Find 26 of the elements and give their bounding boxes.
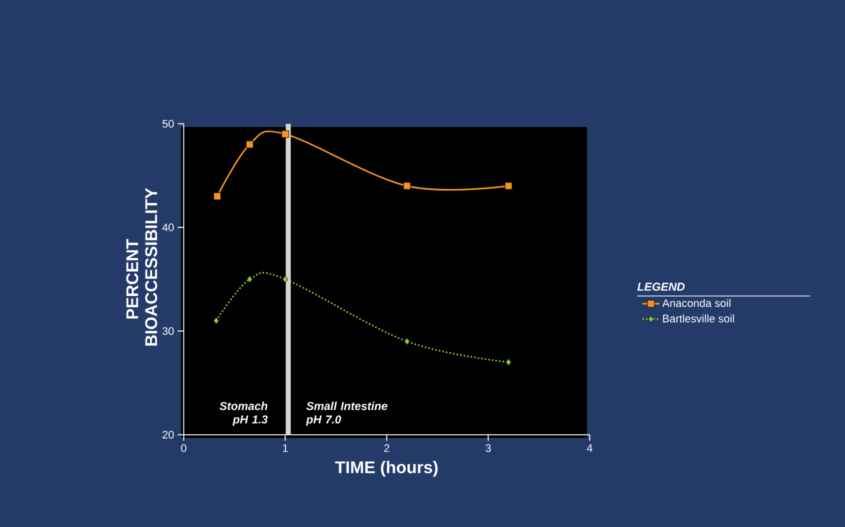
y-tick-label: 20 (162, 430, 174, 439)
y-axis-title: PERCENT BIOACCESSIBILITY (126, 188, 158, 346)
y-tick-label: 30 (162, 327, 174, 335)
point (281, 130, 289, 138)
x-axis-title: TIME (hours) (335, 460, 438, 477)
point (282, 275, 288, 283)
x-tick-label: 0 (181, 444, 186, 452)
point (404, 338, 410, 346)
y-tick-label: 40 (162, 224, 174, 232)
x-tick-label: 1 (283, 444, 288, 452)
y-tick-label: 50 (162, 120, 174, 128)
legend-label: Anaconda soil (662, 298, 730, 308)
point (504, 182, 512, 190)
point (213, 316, 220, 324)
legend-title: LEGEND (637, 282, 685, 291)
x-tick-label: 3 (486, 444, 491, 452)
point (506, 358, 512, 366)
point (213, 192, 221, 200)
point (246, 275, 253, 283)
x-tick-label: 4 (586, 444, 592, 452)
annotation: Stomach pH 1.3 (220, 402, 268, 426)
legend-label: Bartlesville soil (663, 314, 734, 322)
point (246, 140, 254, 148)
annotation: Small Intestine pH 7.0 (306, 402, 388, 426)
x-tick-label: 2 (384, 444, 390, 452)
point (403, 182, 411, 190)
